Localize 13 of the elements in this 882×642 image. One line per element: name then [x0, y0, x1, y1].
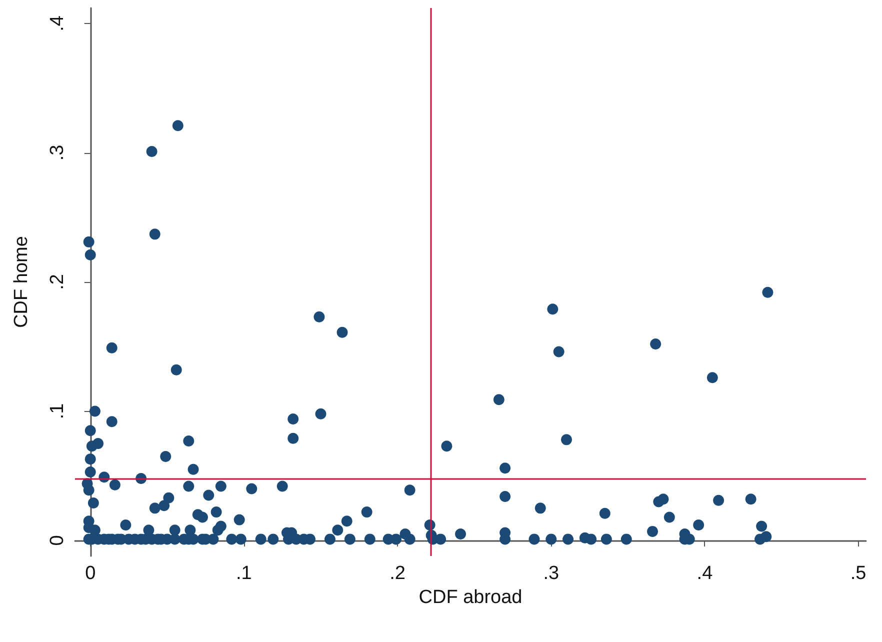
y-tick-label: .2 [47, 274, 68, 290]
x-axis-title: CDF abroad [418, 586, 522, 608]
y-axis-title: CDF home [11, 236, 32, 328]
x-tick-label: .1 [236, 563, 252, 584]
y-tick-label: .4 [47, 15, 68, 32]
y-tick-label: 0 [47, 535, 68, 546]
x-tick-label: .3 [543, 563, 560, 584]
x-tick-label: .4 [696, 563, 714, 584]
x-tick-label: .2 [390, 563, 406, 584]
x-tick-label: .5 [850, 563, 866, 584]
y-tick-label: .1 [47, 403, 68, 420]
x-tick-label: 0 [85, 563, 96, 584]
y-tick-label: .3 [47, 144, 68, 161]
